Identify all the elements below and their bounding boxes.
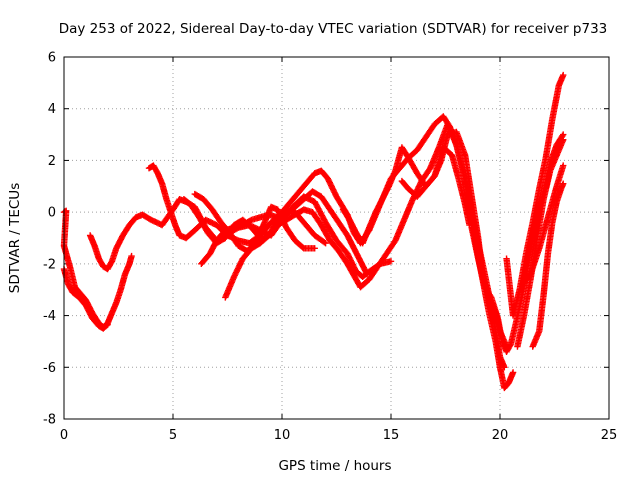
series-track-12 (503, 71, 567, 319)
data-point (501, 364, 508, 371)
data-point (128, 252, 135, 260)
series-track-1 (60, 207, 135, 331)
data-points (60, 71, 567, 392)
y-tick-label: -2 (43, 257, 56, 272)
data-point (560, 136, 567, 143)
axis-ticks: 0 5 10 15 20 25 -8 -6 -4 -2 0 2 4 6 (43, 51, 617, 444)
data-point (387, 258, 395, 265)
y-tick-label: 4 (48, 102, 56, 117)
x-tick-label: 5 (169, 428, 177, 443)
x-tick-label: 20 (492, 428, 509, 443)
y-tick-label: -6 (43, 361, 56, 376)
grid (64, 57, 609, 419)
x-axis-label: GPS time / hours (278, 458, 391, 474)
y-tick-label: 6 (48, 51, 56, 66)
data-point (311, 245, 318, 252)
y-tick-label: 0 (48, 206, 56, 221)
data-point (104, 321, 111, 328)
x-tick-label: 0 (60, 428, 68, 443)
series-track-10 (398, 144, 473, 229)
data-point (509, 369, 517, 376)
y-tick-label: 2 (48, 154, 56, 169)
x-tick-label: 10 (274, 428, 291, 443)
data-point (560, 71, 567, 79)
data-point (322, 239, 329, 247)
data-point (363, 271, 371, 278)
y-axis-label: SDTVAR / TECUs (7, 183, 23, 293)
y-tick-label: -8 (43, 413, 56, 428)
plot-frame (63, 56, 610, 420)
y-tick-label: -4 (43, 309, 56, 324)
chart-title: Day 253 of 2022, Sidereal Day-to-day VTE… (59, 21, 608, 37)
data-point (560, 162, 567, 169)
series-track-15 (518, 162, 567, 288)
series-track-7 (198, 188, 371, 278)
data-point (103, 322, 110, 329)
data-point (321, 239, 328, 246)
x-tick-label: 15 (383, 428, 400, 443)
x-tick-label: 25 (601, 428, 618, 443)
data-point (560, 180, 567, 187)
series-track-9 (339, 128, 510, 350)
